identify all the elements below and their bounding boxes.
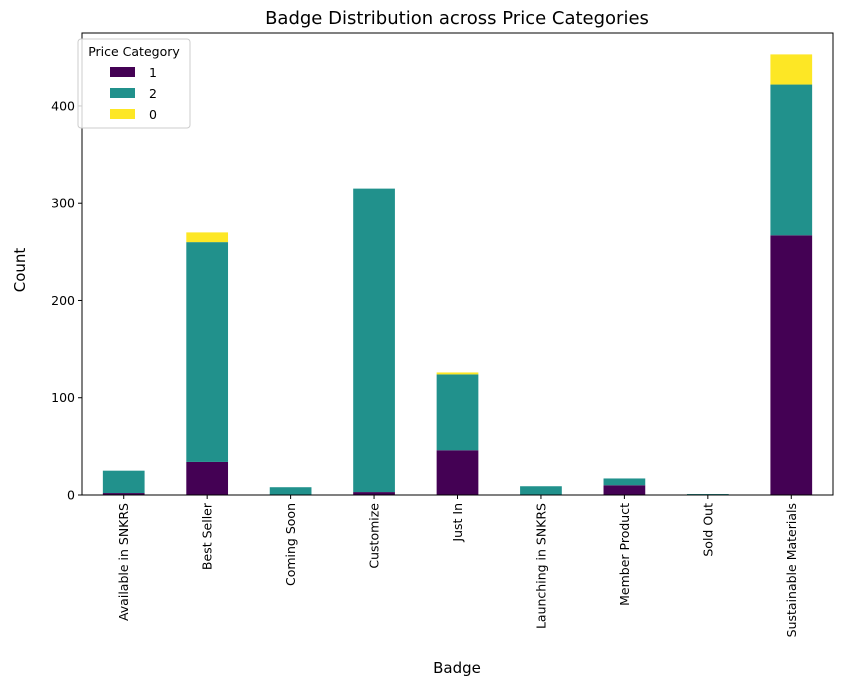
- legend-label-1: 1: [149, 65, 157, 80]
- chart-title: Badge Distribution across Price Categori…: [265, 8, 649, 29]
- legend-title: Price Category: [88, 44, 180, 59]
- bar-best-seller-series-0: [186, 232, 229, 243]
- y-tick-label: 200: [51, 293, 75, 308]
- x-axis-label: Badge: [433, 659, 481, 677]
- bar-just-in-series-1: [436, 450, 479, 495]
- bar-launching-in-snkrs-series-2: [520, 486, 562, 495]
- legend-label-0: 0: [149, 107, 157, 122]
- bar-best-seller-series-1: [186, 461, 229, 495]
- bar-member-product-series-1: [603, 485, 646, 495]
- x-tick-label: Launching in SNKRS: [533, 503, 548, 629]
- x-tick-label: Just In: [450, 503, 465, 543]
- legend-swatch-0: [110, 109, 135, 119]
- legend-swatch-2: [110, 88, 135, 98]
- bar-sustainable-materials-series-2: [770, 84, 813, 236]
- y-axis-label: Count: [11, 248, 29, 293]
- legend-swatch-1: [110, 67, 135, 77]
- bar-coming-soon-series-2: [269, 487, 312, 495]
- legend-box: [77, 38, 191, 129]
- x-tick-label: Coming Soon: [283, 503, 298, 586]
- y-tick-label: 100: [51, 390, 75, 405]
- bar-just-in-series-0: [436, 372, 479, 375]
- x-axis: Available in SNKRS Best Seller Coming Soon…: [116, 495, 799, 637]
- y-tick-label: 0: [67, 488, 75, 503]
- y-axis: 0 100 200 300 400: [51, 98, 82, 503]
- bar-available-in-snkrs-series-1: [102, 493, 145, 495]
- y-tick-label: 400: [51, 98, 75, 113]
- bar-just-in-series-2: [436, 374, 479, 451]
- x-tick-label: Sustainable Materials: [784, 503, 799, 637]
- x-tick-label: Customize: [367, 503, 382, 569]
- x-tick-label: Available in SNKRS: [116, 503, 131, 621]
- bar-member-product-series-2: [603, 478, 646, 486]
- bar-sustainable-materials-series-0: [770, 54, 813, 85]
- bar-customize-series-2: [353, 188, 395, 493]
- x-tick-label: Best Seller: [200, 502, 215, 570]
- bars-group: [102, 54, 813, 495]
- x-tick-label: Member Product: [617, 503, 632, 606]
- bar-best-seller-series-2: [186, 242, 229, 462]
- y-tick-label: 300: [51, 196, 75, 211]
- bar-available-in-snkrs-series-2: [102, 470, 145, 494]
- legend: Price Category 1 2 0: [77, 38, 191, 129]
- x-tick-label: Sold Out: [700, 503, 715, 557]
- bar-customize-series-1: [353, 492, 395, 495]
- bar-sustainable-materials-series-1: [770, 235, 813, 495]
- legend-label-2: 2: [149, 86, 157, 101]
